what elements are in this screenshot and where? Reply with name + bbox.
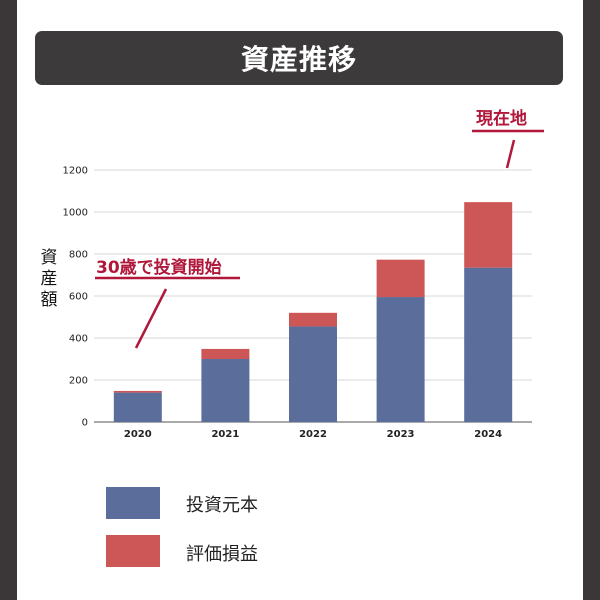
y-axis-label-char: 額 bbox=[40, 290, 58, 310]
x-tick-label: 2020 bbox=[124, 429, 152, 440]
legend-label-gain: 評価損益 bbox=[186, 544, 258, 565]
y-tick-label: 200 bbox=[69, 376, 88, 387]
x-tick-label: 2022 bbox=[299, 429, 327, 440]
legend-swatch-principal bbox=[106, 487, 160, 519]
chart-title: 資産推移 bbox=[240, 43, 357, 76]
x-tick-label: 2024 bbox=[474, 429, 502, 440]
x-tick-label: 2021 bbox=[211, 429, 239, 440]
bar-2024-gain bbox=[464, 202, 513, 268]
bar-2020-principal bbox=[113, 392, 162, 422]
y-tick-label: 1000 bbox=[63, 208, 88, 219]
y-axis-label-char: 資 bbox=[40, 248, 58, 268]
annotation-current: 現在地 bbox=[476, 109, 527, 129]
y-axis-label-char: 産 bbox=[40, 269, 58, 289]
annotation-current-pointer bbox=[505, 139, 516, 169]
bar-2023-principal bbox=[376, 297, 425, 422]
y-tick-label: 1200 bbox=[63, 166, 88, 177]
y-tick-label: 0 bbox=[82, 418, 88, 429]
y-tick-label: 800 bbox=[69, 250, 88, 261]
annotation-start: 30歳で投資開始 bbox=[96, 258, 222, 278]
bar-2023-gain bbox=[376, 259, 425, 298]
y-tick-label: 600 bbox=[69, 292, 88, 303]
legend-swatch-gain bbox=[106, 535, 160, 567]
legend-label-principal: 投資元本 bbox=[186, 495, 258, 516]
y-axis-label: 資産額 bbox=[37, 248, 61, 311]
title-bar: 資産推移 bbox=[35, 31, 563, 85]
bar-2021-gain bbox=[201, 348, 250, 359]
y-tick-label: 400 bbox=[69, 334, 88, 345]
bar-2020-gain bbox=[113, 390, 162, 393]
annotation-start-pointer bbox=[134, 288, 168, 349]
bar-2022-gain bbox=[289, 312, 337, 327]
bar-2022-principal bbox=[289, 326, 337, 422]
bar-2024-principal bbox=[464, 267, 513, 422]
bar-2021-principal bbox=[201, 359, 250, 422]
x-tick-label: 2023 bbox=[387, 429, 415, 440]
